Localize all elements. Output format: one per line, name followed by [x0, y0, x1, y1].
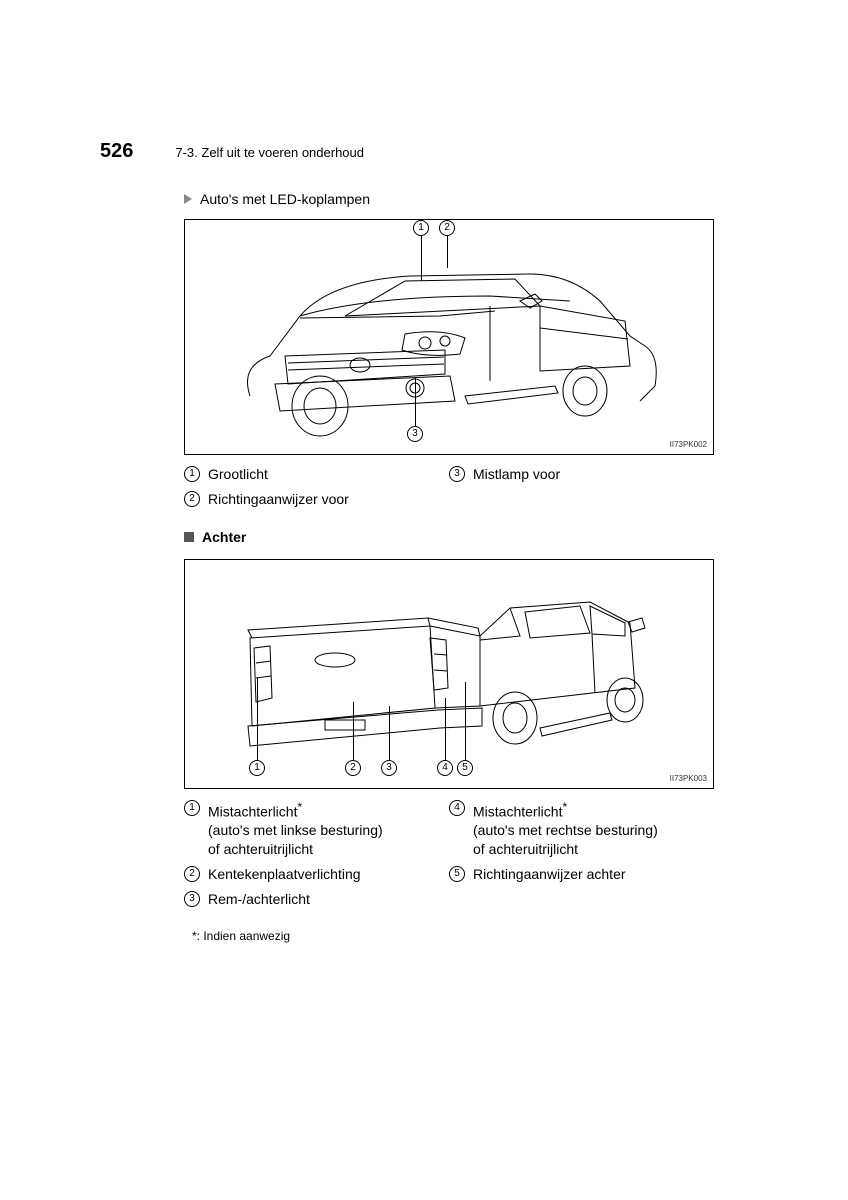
legend-text: Grootlicht — [208, 465, 268, 484]
legend-text: Richtingaanwijzer voor — [208, 490, 349, 509]
legend-item: 4 Mistachterlicht*(auto's met rechtse bes… — [449, 799, 714, 859]
footnote: *: Indien aanwezig — [192, 929, 714, 943]
diagram-rear: 12345 II73PK003 — [184, 559, 714, 789]
legend-text: Mistachterlicht*(auto's met linkse bestu… — [208, 799, 383, 859]
legend-number: 1 — [184, 800, 200, 816]
legend-text: Rem-/achterlicht — [208, 890, 310, 909]
legend-number: 2 — [184, 866, 200, 882]
legend-item — [449, 890, 714, 909]
legend-text: Mistlamp voor — [473, 465, 560, 484]
page-content: Auto's met LED-koplampen — [184, 191, 714, 943]
legend-number: 3 — [449, 466, 465, 482]
legend-text: Kentekenplaatverlichting — [208, 865, 361, 884]
rear-image-code: II73PK003 — [670, 774, 707, 783]
legend-number: 5 — [449, 866, 465, 882]
legend-number: 4 — [449, 800, 465, 816]
legend-item: 3 Mistlamp voor — [449, 465, 714, 484]
legend-number: 3 — [184, 891, 200, 907]
front-legend: 1 Grootlicht 3 Mistlamp voor 2 Richtingaanwij… — [184, 465, 714, 515]
legend-text: Richtingaanwijzer achter — [473, 865, 626, 884]
vehicle-rear-drawing — [230, 578, 670, 773]
legend-number: 1 — [184, 466, 200, 482]
legend-item: 2 Richtingaanwijzer voor — [184, 490, 449, 509]
legend-item: 2 Kentekenplaatverlichting — [184, 865, 449, 884]
legend-text: Mistachterlicht*(auto's met rechtse best… — [473, 799, 658, 859]
rear-heading-row: Achter — [184, 529, 714, 545]
legend-item: 1 Grootlicht — [184, 465, 449, 484]
rear-heading: Achter — [202, 529, 246, 545]
vehicle-front-drawing — [230, 246, 670, 446]
legend-item: 5 Richtingaanwijzer achter — [449, 865, 714, 884]
front-subtitle: Auto's met LED-koplampen — [200, 191, 370, 207]
page-header: 526 7-3. Zelf uit te voeren onderhoud — [100, 140, 758, 163]
triangle-icon — [184, 194, 192, 204]
front-image-code: II73PK002 — [670, 440, 707, 449]
section-label: 7-3. Zelf uit te voeren onderhoud — [175, 145, 364, 160]
legend-number: 2 — [184, 491, 200, 507]
rear-legend: 1 Mistachterlicht*(auto's met linkse best… — [184, 799, 714, 915]
page-number: 526 — [100, 140, 133, 163]
front-subtitle-row: Auto's met LED-koplampen — [184, 191, 714, 207]
callout-1: 1 — [413, 220, 429, 236]
legend-item: 1 Mistachterlicht*(auto's met linkse best… — [184, 799, 449, 859]
diagram-front: 123 II73PK002 — [184, 219, 714, 455]
legend-item: 3 Rem-/achterlicht — [184, 890, 449, 909]
callout-2: 2 — [439, 220, 455, 236]
square-icon — [184, 532, 194, 542]
